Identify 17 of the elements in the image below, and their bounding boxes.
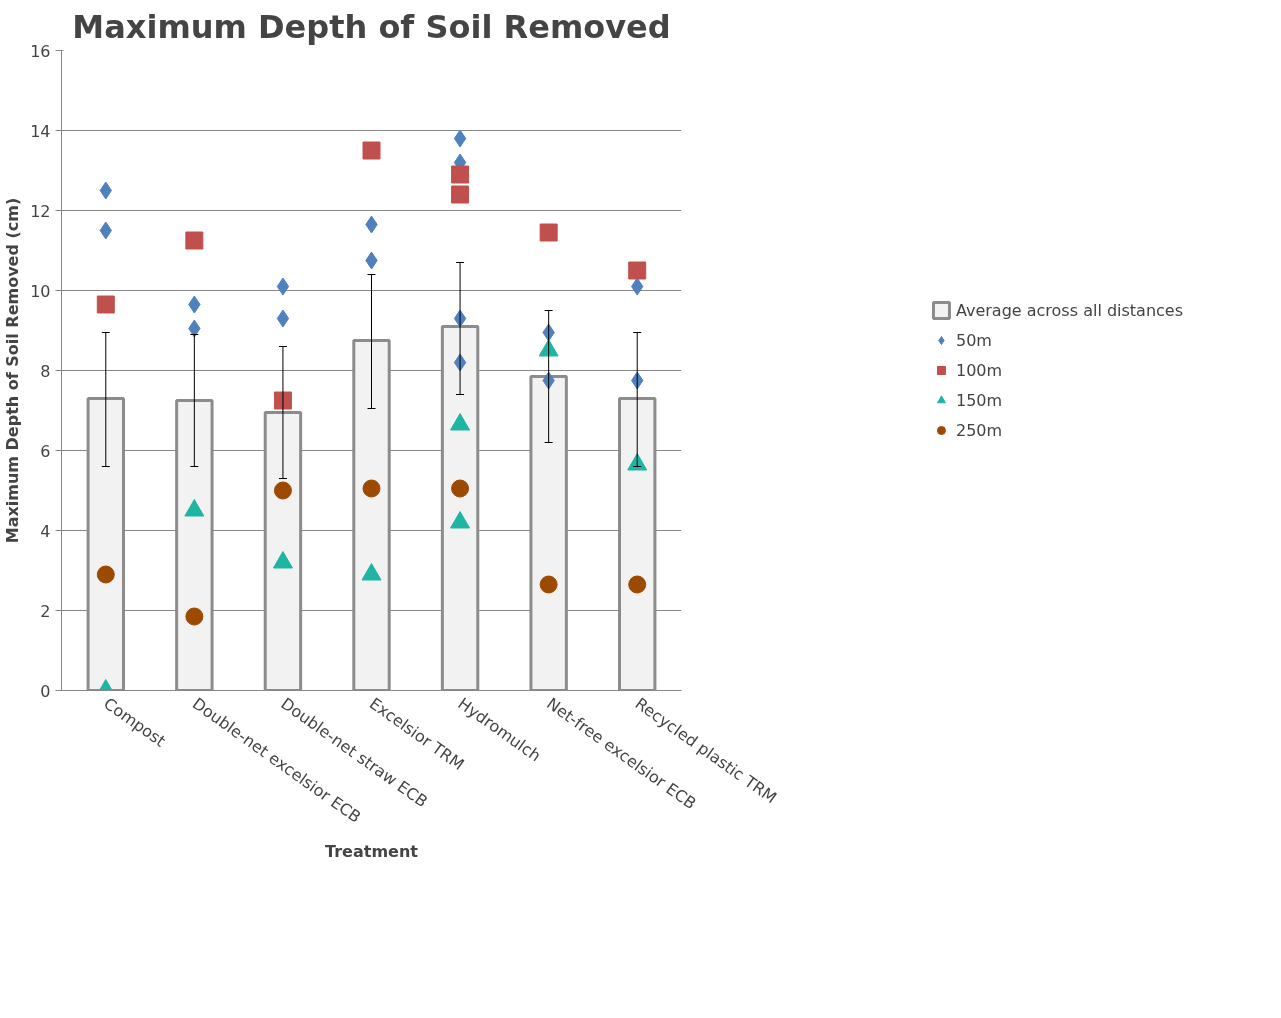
y-tick-label: 8 [40, 361, 51, 381]
legend-label: 250m [955, 420, 1003, 440]
legend-label: 150m [955, 390, 1003, 410]
y-tick-label: 4 [40, 521, 51, 541]
y-tick-label: 14 [30, 121, 51, 141]
y-axis-title: Maximum Depth of Soil Removed (cm) [3, 197, 23, 544]
y-tick-label: 10 [30, 281, 51, 301]
x-axis-title: Treatment [325, 842, 419, 862]
legend-label: Average across all distances [955, 300, 1184, 320]
y-tick-label: 0 [40, 681, 51, 701]
y-tick-label: 16 [30, 41, 51, 61]
legend-label: 100m [955, 360, 1003, 380]
chart-title: Maximum Depth of Soil Removed [72, 7, 671, 46]
legend-label: 50m [955, 330, 992, 350]
y-tick-label: 6 [40, 441, 51, 461]
y-tick-label: 2 [40, 601, 51, 621]
y-tick-label: 12 [30, 201, 51, 221]
